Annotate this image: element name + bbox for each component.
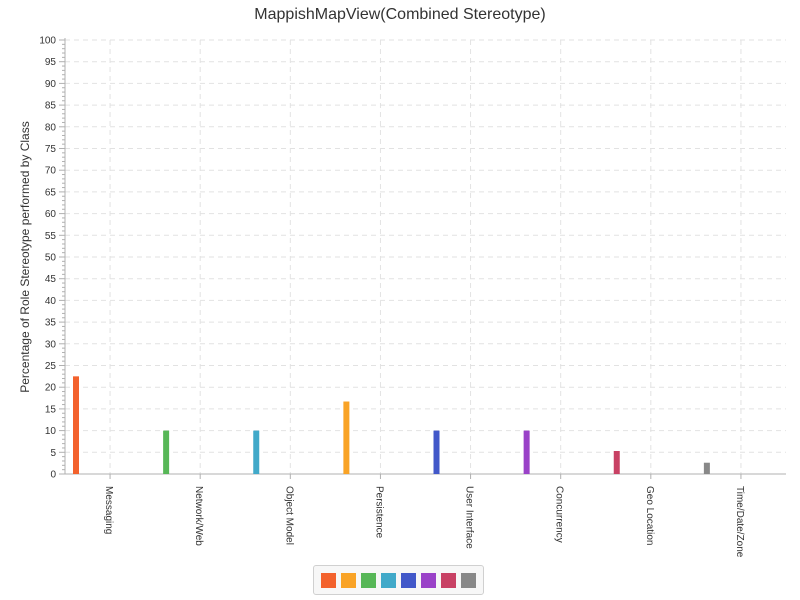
x-tick-label: Time/Date/Zone (734, 486, 745, 558)
legend-swatch (421, 572, 436, 588)
bar-messaging (73, 376, 79, 474)
y-tick-label: 15 (45, 404, 57, 415)
y-tick-label: 45 (45, 274, 57, 285)
bar-object-model (253, 430, 260, 474)
chart-title: MappishMapView(Combined Stereotype) (254, 6, 546, 23)
bar-user-interface (433, 430, 440, 474)
y-tick-label: 30 (45, 339, 57, 350)
y-tick-label: 90 (45, 79, 57, 90)
bar-network-web (163, 430, 170, 474)
y-tick-label: 35 (45, 318, 57, 329)
y-tick-label: 25 (45, 361, 57, 372)
legend-swatch (321, 572, 336, 588)
y-tick-label: 55 (45, 231, 57, 242)
chart-legend (313, 565, 484, 595)
legend-swatch (361, 572, 376, 588)
legend-swatch (381, 572, 396, 588)
legend-swatch (441, 572, 456, 588)
bar-geo-location (613, 450, 620, 474)
y-tick-label: 60 (45, 209, 57, 220)
x-tick-label: Geo Location (644, 486, 655, 546)
x-tick-label: Object Model (283, 486, 294, 545)
y-tick-label: 80 (45, 122, 57, 133)
x-tick-label: Persistence (373, 486, 384, 539)
grid-lines (65, 39, 786, 474)
y-tick-label: 75 (45, 144, 57, 155)
x-tick-label: Concurrency (554, 486, 565, 543)
y-tick-label: 100 (39, 36, 56, 47)
x-tick-label: User Interface (464, 486, 475, 549)
x-tick-label: Network/Web (193, 486, 204, 546)
y-tick-label: 0 (50, 470, 56, 481)
bar-time-date-zone (703, 462, 710, 474)
legend-swatch (401, 572, 416, 588)
y-tick-label: 85 (45, 101, 57, 112)
bar-concurrency (523, 430, 530, 474)
axes (59, 38, 786, 479)
y-tick-label: 50 (45, 253, 57, 264)
y-tick-label: 40 (45, 296, 57, 307)
legend-swatch (461, 572, 476, 588)
y-tick-label: 10 (45, 426, 57, 437)
y-tick-label: 70 (45, 166, 57, 177)
x-tick-label: Messaging (103, 486, 114, 534)
bars (73, 376, 710, 474)
y-tick-label: 65 (45, 187, 57, 198)
y-tick-label: 20 (45, 383, 57, 394)
bar-persistence (343, 401, 350, 474)
tick-labels: 0 5 10 15 20 25 30 35 40 45 50 55 60 65 70 75 80 85 90 95 10… (39, 36, 745, 558)
y-tick-label: 95 (45, 57, 57, 68)
y-tick-label: 5 (50, 448, 56, 459)
legend-swatch (341, 572, 356, 588)
